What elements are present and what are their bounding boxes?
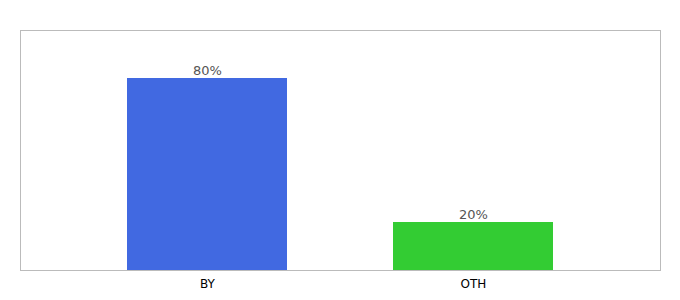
svg-text:20%: 20% bbox=[459, 207, 488, 222]
svg-text:OTH: OTH bbox=[461, 277, 487, 291]
svg-text:80%: 80% bbox=[193, 63, 222, 78]
svg-text:BY: BY bbox=[200, 277, 216, 291]
